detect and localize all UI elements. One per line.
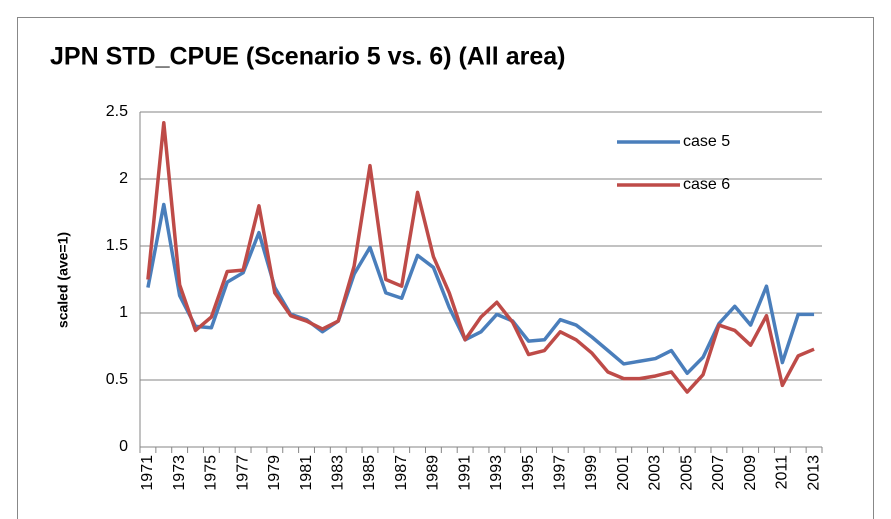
x-tick-label: 2013 [805, 455, 822, 491]
x-tick-label: 1995 [520, 455, 537, 491]
x-tick-label: 1975 [203, 455, 220, 491]
x-tick-label: 1979 [266, 455, 283, 491]
series-line [146, 202, 815, 376]
legend-label: case 6 [683, 176, 730, 193]
y-tick-label: 2.5 [106, 103, 128, 120]
x-tick-label: 2011 [774, 455, 791, 490]
x-tick-label: 2009 [742, 455, 759, 491]
x-tick-label: 2001 [615, 455, 632, 491]
series-line [146, 120, 815, 394]
y-tick-label: 2 [119, 170, 128, 187]
x-tick-label: 2003 [647, 455, 664, 491]
y-tick-label: 0 [119, 438, 128, 455]
chart-title: JPN STD_CPUE (Scenario 5 vs. 6) (All are… [50, 43, 565, 71]
y-axis-label: scaled (ave=1) [55, 232, 71, 328]
x-tick-label: 1989 [425, 455, 442, 491]
y-tick-label: 0.5 [106, 371, 128, 388]
x-tick-label: 1991 [456, 455, 473, 491]
chart-border [17, 17, 874, 519]
x-tick-label: 1997 [552, 455, 569, 491]
x-tick-label: 1985 [361, 455, 378, 491]
x-tick-label: 1987 [393, 455, 410, 491]
x-tick-label: 1993 [488, 455, 505, 491]
y-tick-label: 1.5 [106, 237, 128, 254]
legend-label: case 5 [683, 133, 730, 150]
x-tick-label: 1983 [329, 455, 346, 491]
x-tick-label: 1999 [583, 455, 600, 491]
x-tick-label: 2007 [710, 455, 727, 491]
y-tick-label: 1 [119, 304, 128, 321]
x-tick-label: 1973 [171, 455, 188, 491]
x-tick-label: 1981 [298, 455, 315, 491]
x-tick-label: 1977 [234, 455, 251, 491]
x-tick-label: 1971 [139, 455, 156, 491]
x-tick-label: 2005 [678, 455, 695, 491]
